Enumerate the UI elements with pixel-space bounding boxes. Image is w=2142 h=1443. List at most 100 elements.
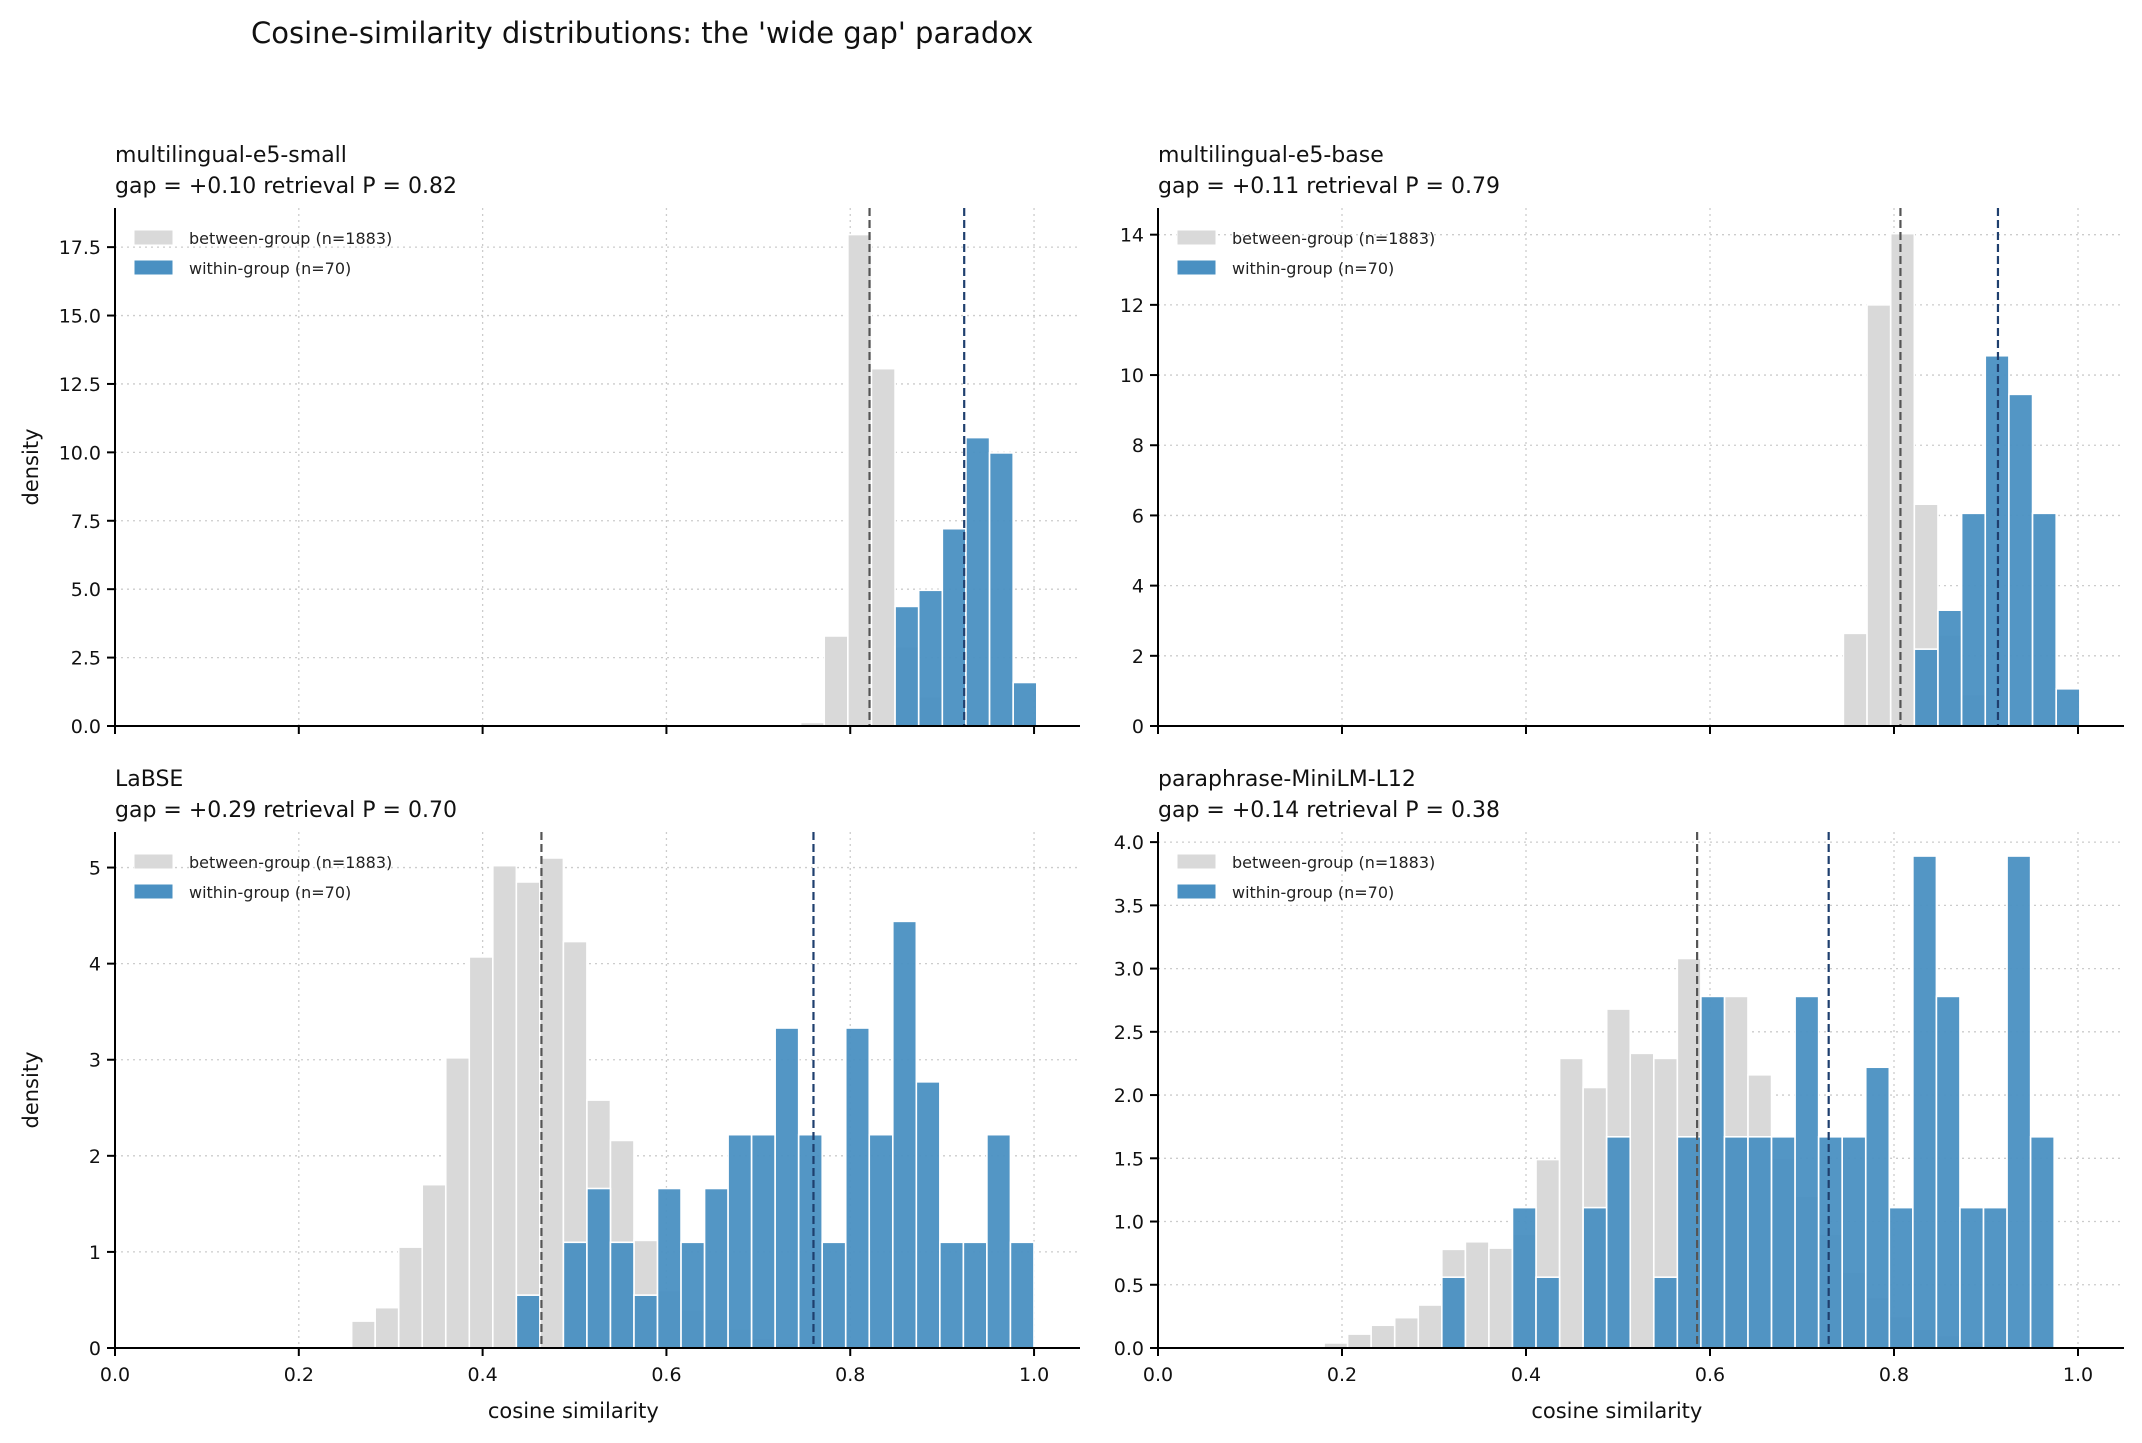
within-group-bar bbox=[2055, 687, 2081, 727]
within-group-bar bbox=[586, 1187, 612, 1349]
y-tick-label: 1.0 bbox=[1114, 1212, 1144, 1234]
within-group-bar bbox=[633, 1294, 659, 1349]
y-axis-label: density bbox=[19, 1052, 43, 1129]
within-group-bar bbox=[844, 1027, 871, 1349]
x-tick-label: 0.8 bbox=[835, 1364, 865, 1386]
y-tick-label: 3 bbox=[89, 1050, 101, 1072]
legend: between-group (n=1883) within-group (n=70… bbox=[133, 853, 392, 902]
between-group-bar bbox=[397, 1246, 424, 1349]
y-tick-label: 2.5 bbox=[71, 648, 101, 670]
within-group-bar bbox=[774, 1027, 800, 1349]
figure-title: Cosine-similarity distributions: the 'wi… bbox=[251, 16, 1033, 50]
within-group-bar bbox=[703, 1187, 729, 1349]
within-group-bar bbox=[941, 527, 967, 727]
within-group-bar bbox=[1535, 1276, 1561, 1349]
x-tick-label: 0.6 bbox=[651, 1364, 681, 1386]
within-group-bar bbox=[917, 589, 944, 727]
between-group-bar bbox=[1866, 304, 1892, 727]
legend-label-between: between-group (n=1883) bbox=[189, 229, 392, 248]
within-group-bar bbox=[1012, 681, 1038, 727]
subplot-1: multilingual-e5-small gap = +0.10 retriev… bbox=[19, 143, 1080, 738]
x-tick-label: 0.0 bbox=[1143, 1364, 1173, 1386]
within-group-bar bbox=[656, 1187, 682, 1349]
between-group-bar bbox=[1629, 1052, 1655, 1349]
legend-label-between: between-group (n=1883) bbox=[1232, 229, 1435, 248]
between-group-bar bbox=[1346, 1333, 1372, 1349]
within-group-bar bbox=[915, 1081, 941, 1349]
within-group-bar bbox=[797, 1133, 824, 1349]
between-group-bar bbox=[1417, 1304, 1443, 1349]
within-group-bar bbox=[1582, 1206, 1608, 1349]
within-group-bar bbox=[2031, 512, 2057, 727]
x-tick-label: 1.0 bbox=[1019, 1364, 1049, 1386]
legend-label-within: within-group (n=70) bbox=[189, 883, 351, 902]
between-group-bar bbox=[421, 1183, 447, 1349]
x-tick-label: 0.8 bbox=[1879, 1364, 1909, 1386]
legend-swatch-between bbox=[1176, 229, 1217, 246]
x-tick-label: 0.4 bbox=[468, 1364, 498, 1386]
within-group-bar bbox=[939, 1241, 965, 1349]
within-group-bar bbox=[868, 1133, 894, 1349]
between-group-bar bbox=[350, 1320, 376, 1349]
legend-swatch-within bbox=[133, 259, 174, 276]
between-group-bar bbox=[823, 635, 849, 727]
subplot-title: multilingual-e5-base bbox=[1158, 143, 1384, 168]
x-tick-label: 1.0 bbox=[2063, 1364, 2093, 1386]
subplot-3: LaBSE gap = +0.29 retrieval P = 0.70 0.0 0.… bbox=[19, 767, 1080, 1423]
within-group-bar bbox=[1888, 1206, 1914, 1349]
legend-swatch-between bbox=[133, 229, 174, 246]
y-tick-label: 10.0 bbox=[59, 442, 101, 464]
y-tick-label: 0.0 bbox=[71, 716, 101, 738]
within-group-bar bbox=[1794, 995, 1820, 1349]
y-tick-label: 5 bbox=[89, 858, 101, 880]
x-axis-label: cosine similarity bbox=[1531, 1399, 1702, 1423]
y-tick-label: 0 bbox=[89, 1338, 101, 1360]
between-group-bar bbox=[1558, 1057, 1584, 1349]
between-group-bar bbox=[1464, 1240, 1490, 1349]
legend-label-within: within-group (n=70) bbox=[189, 259, 351, 278]
within-group-bar bbox=[1747, 1135, 1773, 1349]
within-group-bar bbox=[515, 1294, 541, 1349]
subplot-subtitle: gap = +0.10 retrieval P = 0.82 bbox=[115, 174, 457, 199]
between-group-bar bbox=[1370, 1324, 1396, 1349]
y-tick-label: 12 bbox=[1120, 295, 1144, 317]
legend: between-group (n=1883) within-group (n=70… bbox=[1176, 229, 1435, 278]
subplot-4: paraphrase-MiniLM-L12 gap = +0.14 retriev… bbox=[1114, 767, 2124, 1423]
within-group-bar bbox=[1959, 1206, 1985, 1349]
x-tick-label: 0.2 bbox=[1327, 1364, 1357, 1386]
within-group-bar bbox=[1700, 995, 1726, 1349]
y-tick-label: 7.5 bbox=[71, 511, 101, 533]
within-group-bar bbox=[1960, 512, 1987, 727]
within-group-bar bbox=[1913, 648, 1939, 727]
within-group-bar bbox=[2006, 855, 2032, 1349]
y-tick-label: 14 bbox=[1120, 225, 1144, 247]
y-tick-label: 10 bbox=[1120, 365, 1144, 387]
y-tick-label: 2 bbox=[1132, 646, 1144, 668]
within-group-bar bbox=[562, 1241, 588, 1349]
y-tick-label: 0.5 bbox=[1114, 1275, 1144, 1297]
subplot-subtitle: gap = +0.11 retrieval P = 0.79 bbox=[1158, 174, 1500, 199]
y-tick-label: 0 bbox=[1132, 716, 1144, 738]
within-group-bar bbox=[1817, 1135, 1844, 1349]
within-group-bar bbox=[750, 1133, 776, 1349]
legend-label-between: between-group (n=1883) bbox=[1232, 853, 1435, 872]
within-group-bar bbox=[1652, 1276, 1679, 1349]
y-tick-label: 8 bbox=[1132, 435, 1144, 457]
y-tick-label: 1.5 bbox=[1114, 1148, 1144, 1170]
within-group-bar bbox=[1723, 1135, 1749, 1349]
within-group-bar bbox=[1441, 1276, 1467, 1349]
x-axis-label: cosine similarity bbox=[488, 1399, 659, 1423]
subplot-title: paraphrase-MiniLM-L12 bbox=[1158, 767, 1416, 792]
x-tick-label: 0.2 bbox=[284, 1364, 314, 1386]
x-tick-label: 0.4 bbox=[1511, 1364, 1541, 1386]
legend-label-within: within-group (n=70) bbox=[1232, 883, 1394, 902]
between-group-bar bbox=[444, 1057, 471, 1349]
y-tick-label: 15.0 bbox=[59, 306, 101, 328]
legend: between-group (n=1883) within-group (n=70… bbox=[133, 229, 392, 278]
x-tick-label: 0.0 bbox=[100, 1364, 130, 1386]
between-group-bar bbox=[539, 857, 565, 1349]
legend-swatch-within bbox=[1176, 259, 1217, 276]
within-group-bar bbox=[1982, 1206, 2008, 1349]
legend-label-between: between-group (n=1883) bbox=[189, 853, 392, 872]
